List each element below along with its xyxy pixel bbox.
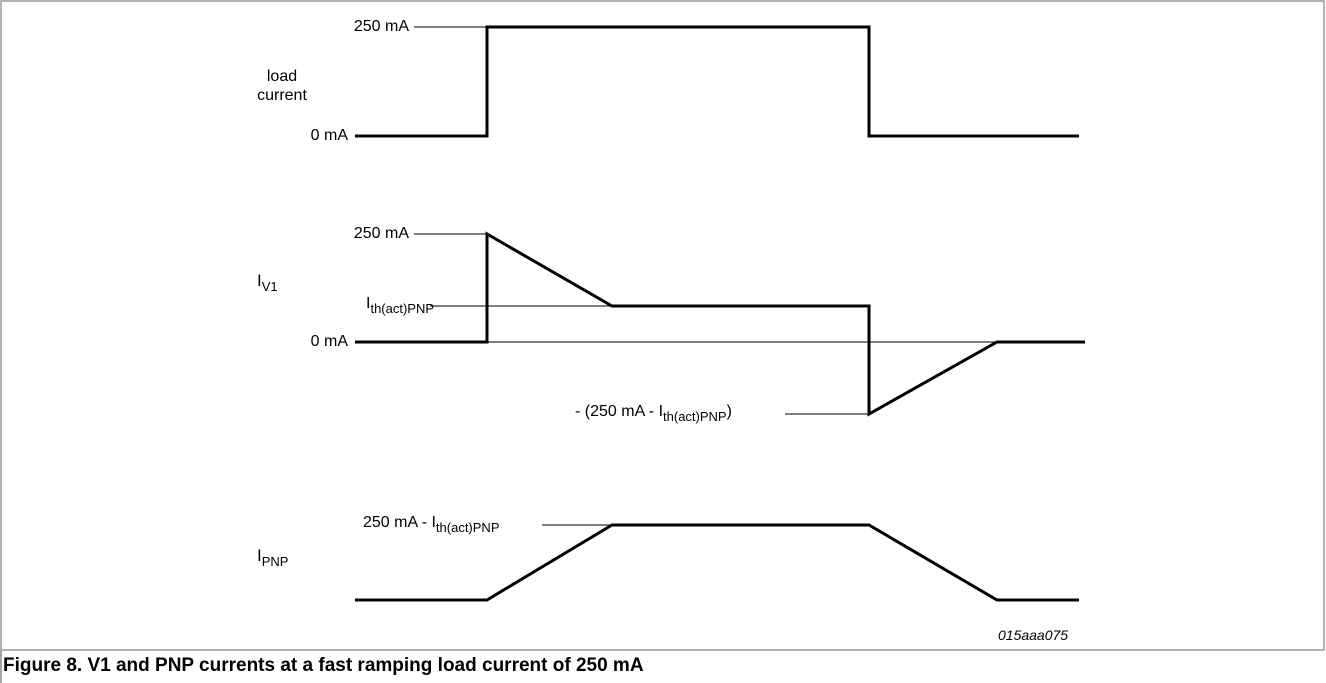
iv1-level-threshold: Ith(act)PNP (366, 295, 435, 316)
load-label-line1: load (266, 68, 298, 85)
iv1-level-250: 250 mA (353, 225, 409, 242)
iv1-level-negative: - (250 mA - Ith(act)PNP) (575, 403, 732, 424)
waveform-load-current (355, 25, 1079, 138)
waveform-ipnp (355, 523, 1079, 602)
ipnp-symbol: IPNP (257, 546, 289, 570)
waveform-iv1 (355, 231, 1085, 417)
iv1-symbol: IV1 (257, 271, 278, 295)
figure-code: 015aaa075 (998, 627, 1069, 643)
iv1-level-zero: 0 mA (310, 333, 348, 350)
figure-caption: Figure 8. V1 and PNP currents at a fast … (3, 655, 644, 676)
load-label-line2: current (257, 87, 307, 104)
load-level-250: 250 mA (353, 18, 409, 35)
ipnp-level-high: 250 mA - Ith(act)PNP (363, 514, 500, 535)
load-level-0: 0 mA (310, 127, 348, 144)
